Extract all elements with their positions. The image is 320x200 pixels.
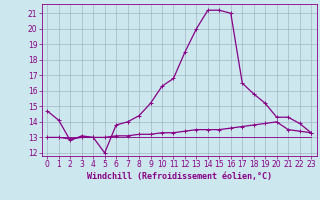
X-axis label: Windchill (Refroidissement éolien,°C): Windchill (Refroidissement éolien,°C) [87,172,272,181]
